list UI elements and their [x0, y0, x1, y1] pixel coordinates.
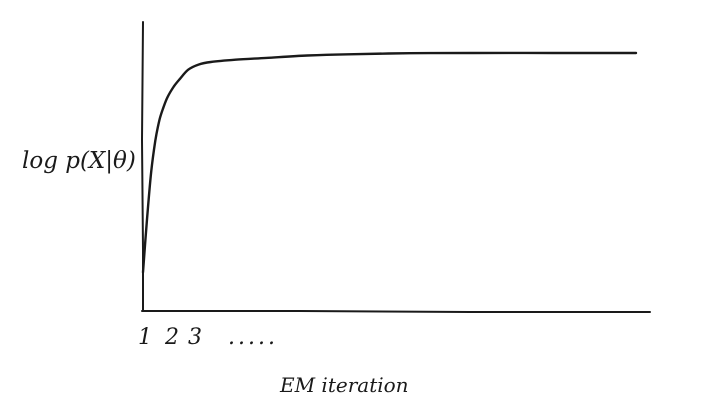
x-axis-label: EM iteration: [279, 373, 409, 397]
x-tick-label-1: 1: [138, 325, 152, 350]
x-axis: [141, 310, 651, 313]
x-tick-label-ellipsis: .....: [228, 325, 278, 350]
y-axis: [140, 21, 144, 312]
x-tick-label-3: 3: [188, 325, 202, 350]
series-line: [141, 51, 638, 274]
x-tick-label-2: 2: [164, 325, 179, 350]
y-axis-label: log p(X|θ): [22, 148, 136, 174]
